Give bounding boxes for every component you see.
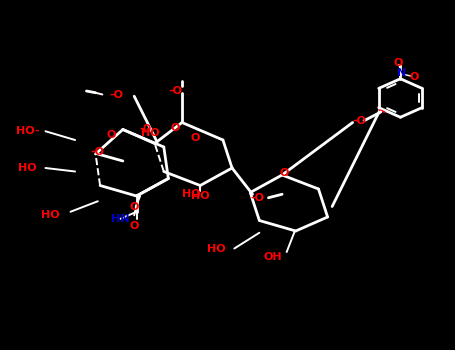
Text: O: O	[107, 130, 116, 140]
Text: HN: HN	[111, 214, 130, 224]
Text: HO: HO	[18, 163, 36, 173]
Text: -O: -O	[353, 116, 366, 126]
Text: N: N	[397, 69, 406, 78]
Text: O: O	[191, 133, 200, 143]
Text: -O: -O	[140, 125, 152, 134]
Text: HO: HO	[191, 191, 209, 201]
Text: -O: -O	[168, 86, 182, 96]
Text: -O: -O	[109, 90, 123, 99]
Text: HO: HO	[141, 128, 159, 138]
Text: -O: -O	[91, 147, 105, 157]
Text: O: O	[171, 123, 180, 133]
Text: O: O	[280, 168, 289, 178]
Text: O: O	[410, 72, 419, 82]
Text: HO-: HO-	[15, 126, 39, 136]
Text: HO: HO	[182, 189, 200, 199]
Text: O: O	[394, 58, 403, 68]
Text: O: O	[130, 202, 139, 211]
Text: OH: OH	[264, 252, 282, 262]
Text: O: O	[130, 221, 139, 231]
Text: HO: HO	[41, 210, 59, 220]
Text: -O: -O	[250, 193, 264, 203]
Text: HO: HO	[207, 244, 225, 253]
